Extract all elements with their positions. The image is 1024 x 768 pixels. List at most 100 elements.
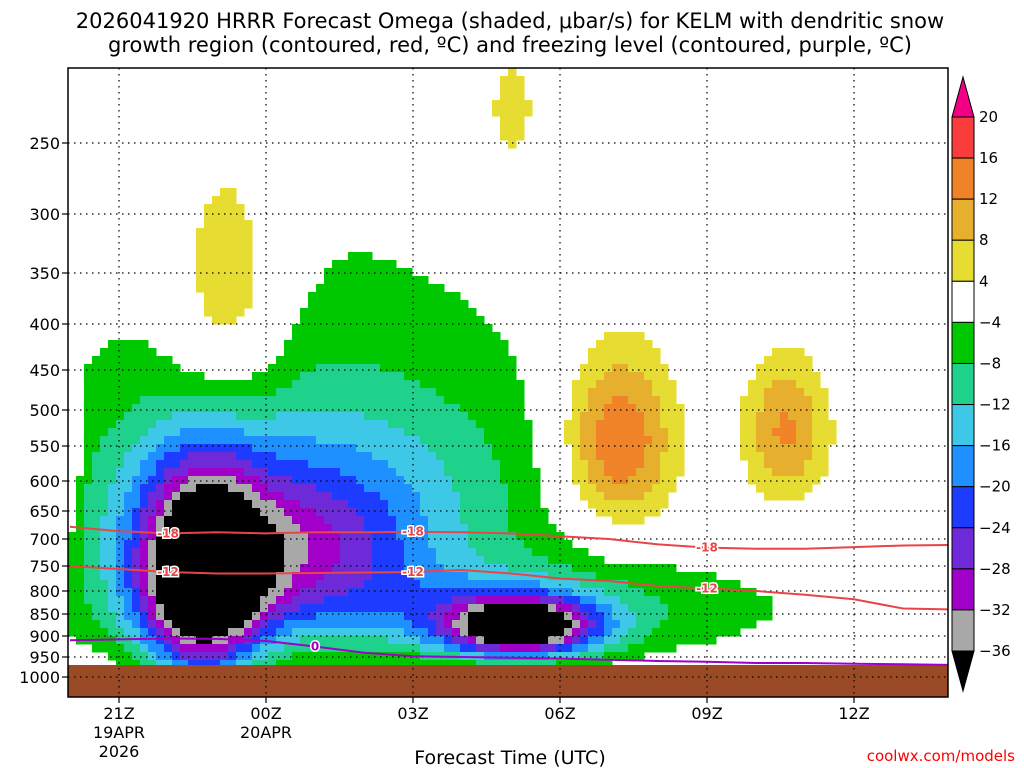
omega-cell	[652, 436, 661, 445]
omega-cell	[684, 636, 693, 645]
omega-cell	[148, 644, 157, 653]
omega-cell	[788, 476, 797, 485]
omega-cell	[148, 380, 157, 389]
omega-cell	[308, 420, 317, 429]
omega-cell	[164, 604, 173, 613]
omega-cell	[324, 636, 333, 645]
omega-cell	[652, 500, 661, 509]
omega-cell	[220, 460, 229, 469]
omega-cell	[236, 532, 245, 541]
omega-cell	[580, 436, 589, 445]
omega-cell	[820, 460, 829, 469]
omega-cell	[812, 444, 821, 453]
omega-cell	[308, 636, 317, 645]
omega-cell	[476, 564, 485, 573]
omega-cell	[300, 588, 309, 597]
omega-cell	[460, 348, 469, 357]
colorbar-tick-label: −24	[979, 519, 1011, 537]
omega-cell	[644, 396, 653, 405]
omega-cell	[340, 316, 349, 325]
omega-cell	[308, 540, 317, 549]
omega-cell	[628, 452, 637, 461]
omega-cell	[180, 508, 189, 517]
omega-cell	[700, 588, 709, 597]
omega-cell	[500, 100, 509, 109]
omega-cell	[516, 484, 525, 493]
omega-cell	[180, 396, 189, 405]
omega-cell	[660, 428, 669, 437]
omega-cell	[124, 652, 133, 661]
omega-cell	[364, 652, 373, 661]
omega-cell	[164, 556, 173, 565]
omega-cell	[252, 532, 261, 541]
omega-cell	[132, 372, 141, 381]
omega-cell	[436, 468, 445, 477]
omega-cell	[764, 436, 773, 445]
omega-cell	[524, 548, 533, 557]
omega-cell	[268, 516, 277, 525]
omega-cell	[484, 404, 493, 413]
omega-cell	[676, 428, 685, 437]
omega-cell	[492, 644, 501, 653]
omega-cell	[156, 492, 165, 501]
omega-cell	[500, 580, 509, 589]
omega-cell	[156, 564, 165, 573]
omega-cell	[116, 532, 125, 541]
omega-cell	[444, 644, 453, 653]
colorbar-tick-label: −28	[979, 560, 1011, 578]
omega-cell	[596, 620, 605, 629]
omega-cell	[604, 340, 613, 349]
omega-cell	[300, 404, 309, 413]
omega-cell	[444, 524, 453, 533]
omega-cell	[580, 468, 589, 477]
omega-cell	[628, 428, 637, 437]
omega-cell	[324, 412, 333, 421]
omega-cell	[228, 572, 237, 581]
omega-cell	[124, 340, 133, 349]
omega-cell	[452, 620, 461, 629]
omega-cell	[412, 492, 421, 501]
omega-cell	[532, 556, 541, 565]
omega-cell	[348, 556, 357, 565]
omega-cell	[164, 596, 173, 605]
omega-cell	[236, 644, 245, 653]
omega-cell	[636, 484, 645, 493]
omega-cell	[340, 276, 349, 285]
omega-cell	[84, 500, 93, 509]
omega-cell	[564, 540, 573, 549]
omega-cell	[268, 652, 277, 661]
omega-cell	[156, 540, 165, 549]
omega-cell	[572, 580, 581, 589]
omega-cell	[244, 548, 253, 557]
omega-cell	[412, 460, 421, 469]
omega-cell	[156, 508, 165, 517]
omega-cell	[188, 564, 197, 573]
omega-cell	[572, 460, 581, 469]
omega-cell	[292, 356, 301, 365]
omega-cell	[452, 628, 461, 637]
omega-cell	[108, 612, 117, 621]
omega-cell	[572, 644, 581, 653]
omega-cell	[204, 236, 213, 245]
omega-cell	[188, 652, 197, 661]
omega-cell	[388, 500, 397, 509]
omega-cell	[316, 372, 325, 381]
omega-cell	[580, 580, 589, 589]
omega-cell	[124, 372, 133, 381]
omega-cell	[652, 620, 661, 629]
omega-cell	[212, 556, 221, 565]
omega-cell	[156, 588, 165, 597]
omega-cell	[420, 532, 429, 541]
omega-cell	[412, 588, 421, 597]
omega-cell	[340, 612, 349, 621]
omega-cell	[260, 508, 269, 517]
omega-cell	[420, 308, 429, 317]
omega-cell	[452, 372, 461, 381]
omega-cell	[220, 484, 229, 493]
omega-cell	[228, 380, 237, 389]
omega-cell	[628, 588, 637, 597]
omega-cell	[748, 452, 757, 461]
omega-cell	[260, 444, 269, 453]
omega-cell	[68, 628, 77, 637]
omega-cell	[124, 572, 133, 581]
